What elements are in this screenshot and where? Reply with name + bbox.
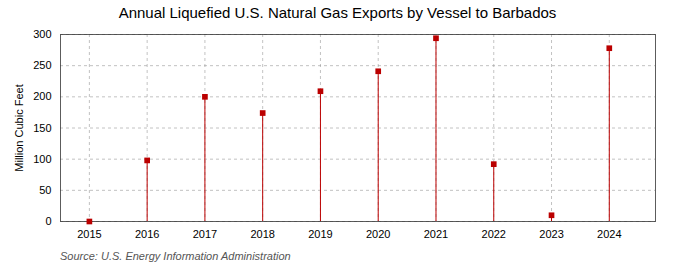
- svg-text:2021: 2021: [424, 228, 448, 240]
- svg-text:2022: 2022: [482, 228, 506, 240]
- svg-text:2024: 2024: [597, 228, 621, 240]
- svg-text:2019: 2019: [308, 228, 332, 240]
- svg-text:50: 50: [39, 184, 51, 196]
- svg-text:2018: 2018: [250, 228, 274, 240]
- svg-text:2016: 2016: [135, 228, 159, 240]
- html-text:Source: U.S. Energy Informatio: Source: U.S. Energy Information Administ…: [60, 250, 291, 262]
- svg-text:250: 250: [33, 59, 51, 71]
- svg-text:2015: 2015: [77, 228, 101, 240]
- svg-text:2023: 2023: [539, 228, 563, 240]
- svg-text:2020: 2020: [366, 228, 390, 240]
- svg-text:300: 300: [33, 28, 51, 40]
- svg-text:200: 200: [33, 90, 51, 102]
- svg-text:2017: 2017: [193, 228, 217, 240]
- svg-text:100: 100: [33, 153, 51, 165]
- html-text:Annual Liquefied U.S. Natural: Annual Liquefied U.S. Natural Gas Export…: [118, 4, 557, 21]
- svg-text:Million Cubic Feet: Million Cubic Feet: [13, 84, 25, 171]
- svg-text:0: 0: [45, 215, 51, 227]
- svg-text:150: 150: [33, 122, 51, 134]
